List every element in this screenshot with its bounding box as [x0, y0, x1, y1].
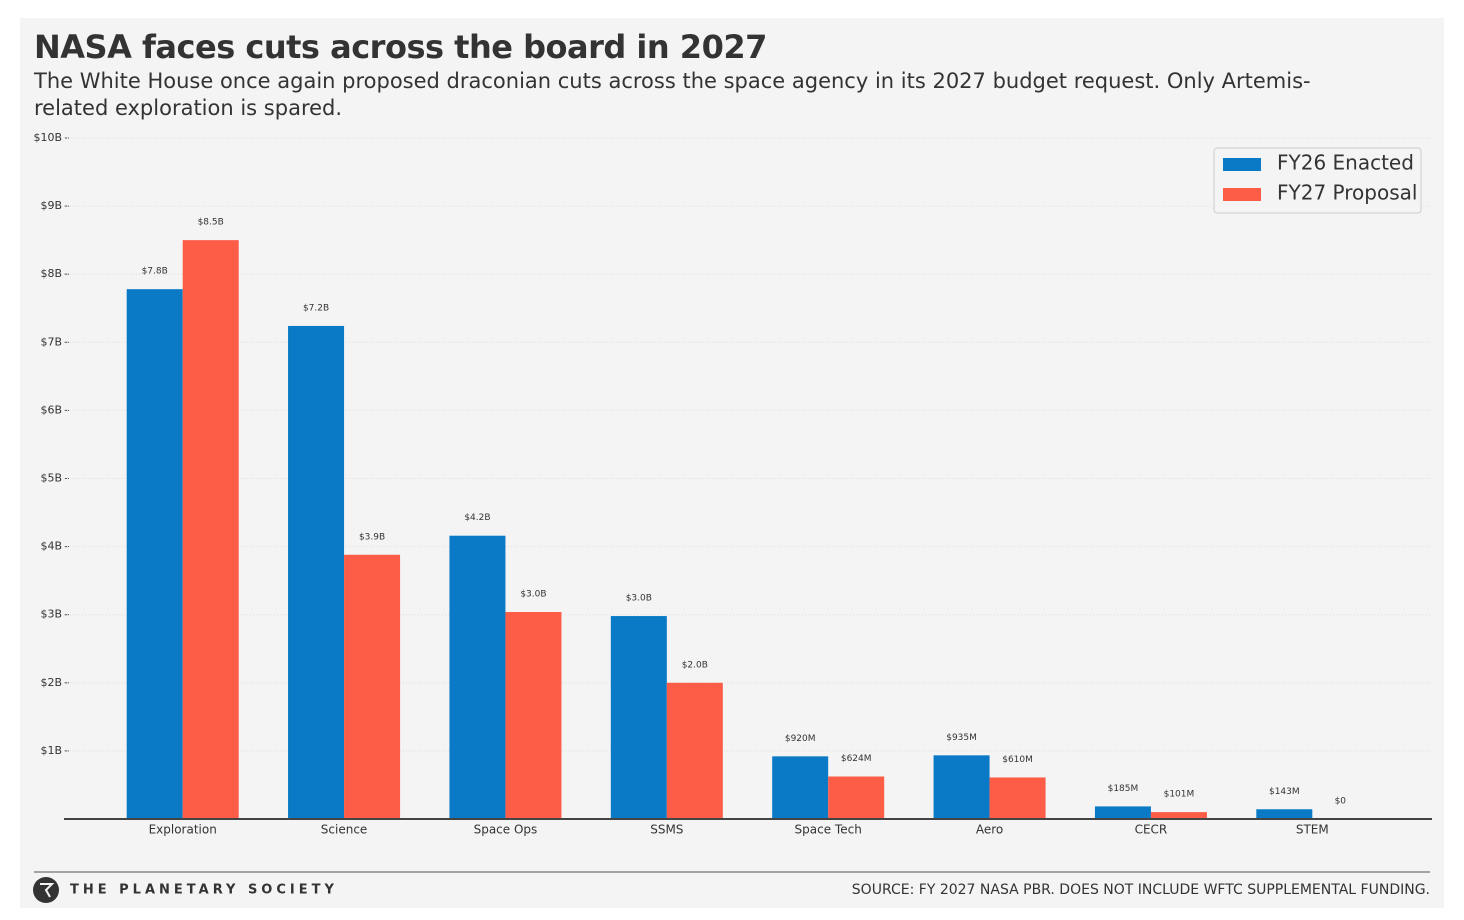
value-label: $3.9B: [359, 532, 385, 542]
x-tick-label: Space Tech: [795, 823, 862, 837]
bar: [772, 756, 829, 819]
y-tick-label: $6B: [40, 403, 62, 416]
logo-mark: [40, 883, 55, 898]
legend-label: FY27 Proposal: [1277, 181, 1417, 205]
x-tick-label: STEM: [1296, 823, 1329, 837]
x-tick-label: SSMS: [650, 823, 683, 837]
value-label: $0: [1335, 797, 1347, 807]
y-tick-label: $1B: [40, 744, 62, 757]
x-tick-label: Aero: [976, 823, 1003, 837]
bar: [505, 611, 562, 819]
bar: [1094, 806, 1151, 819]
legend-swatch: [1223, 158, 1261, 171]
y-tick-label: $5B: [40, 472, 62, 485]
value-label: $2.0B: [682, 660, 708, 670]
x-tick-label: Science: [321, 823, 368, 837]
value-label: $610M: [1002, 755, 1033, 765]
bar: [288, 325, 345, 819]
branding: THE PLANETARY SOCIETY: [70, 883, 338, 898]
value-label: $3.0B: [626, 594, 652, 604]
chart-title: NASA faces cuts across the board in 2027: [34, 28, 767, 66]
y-tick-label: $7B: [40, 335, 62, 348]
value-label: $185M: [1108, 784, 1139, 794]
bar: [1256, 809, 1313, 819]
bar: [449, 535, 506, 819]
y-tick-label: $3B: [40, 608, 62, 621]
bar: [126, 289, 183, 819]
source-note: SOURCE: FY 2027 NASA PBR. DOES NOT INCLU…: [852, 882, 1430, 898]
bar: [182, 240, 239, 819]
bar: [1150, 812, 1207, 819]
x-tick-label: Space Ops: [474, 823, 538, 837]
y-tick-label: $4B: [40, 540, 62, 553]
bar: [933, 755, 990, 819]
value-label: $8.5B: [198, 218, 224, 228]
value-label: $4.2B: [464, 513, 490, 523]
y-tick-label: $2B: [40, 676, 62, 689]
legend-label: FY26 Enacted: [1277, 151, 1414, 175]
bar: [610, 616, 667, 819]
y-tick-label: $8B: [40, 267, 62, 280]
value-label: $101M: [1164, 790, 1195, 800]
x-tick-label: Exploration: [149, 823, 217, 837]
legend-swatch: [1223, 188, 1261, 201]
panel: [20, 18, 1444, 908]
y-tick-label: $9B: [40, 199, 62, 212]
value-label: $624M: [841, 754, 872, 764]
value-label: $920M: [785, 734, 816, 744]
bar: [344, 554, 401, 819]
value-label: $7.8B: [142, 267, 168, 277]
chart-subtitle: The White House once again proposed drac…: [34, 69, 1311, 120]
value-label: $3.0B: [520, 589, 546, 599]
x-tick-label: CECR: [1135, 823, 1168, 837]
value-label: $935M: [946, 733, 977, 743]
value-label: $143M: [1269, 787, 1300, 797]
y-tick-label: $10B: [33, 131, 62, 144]
value-label: $7.2B: [303, 303, 329, 313]
legend-box: [1213, 147, 1422, 214]
bar: [666, 682, 723, 819]
bar: [989, 777, 1046, 819]
bar: [828, 776, 885, 819]
